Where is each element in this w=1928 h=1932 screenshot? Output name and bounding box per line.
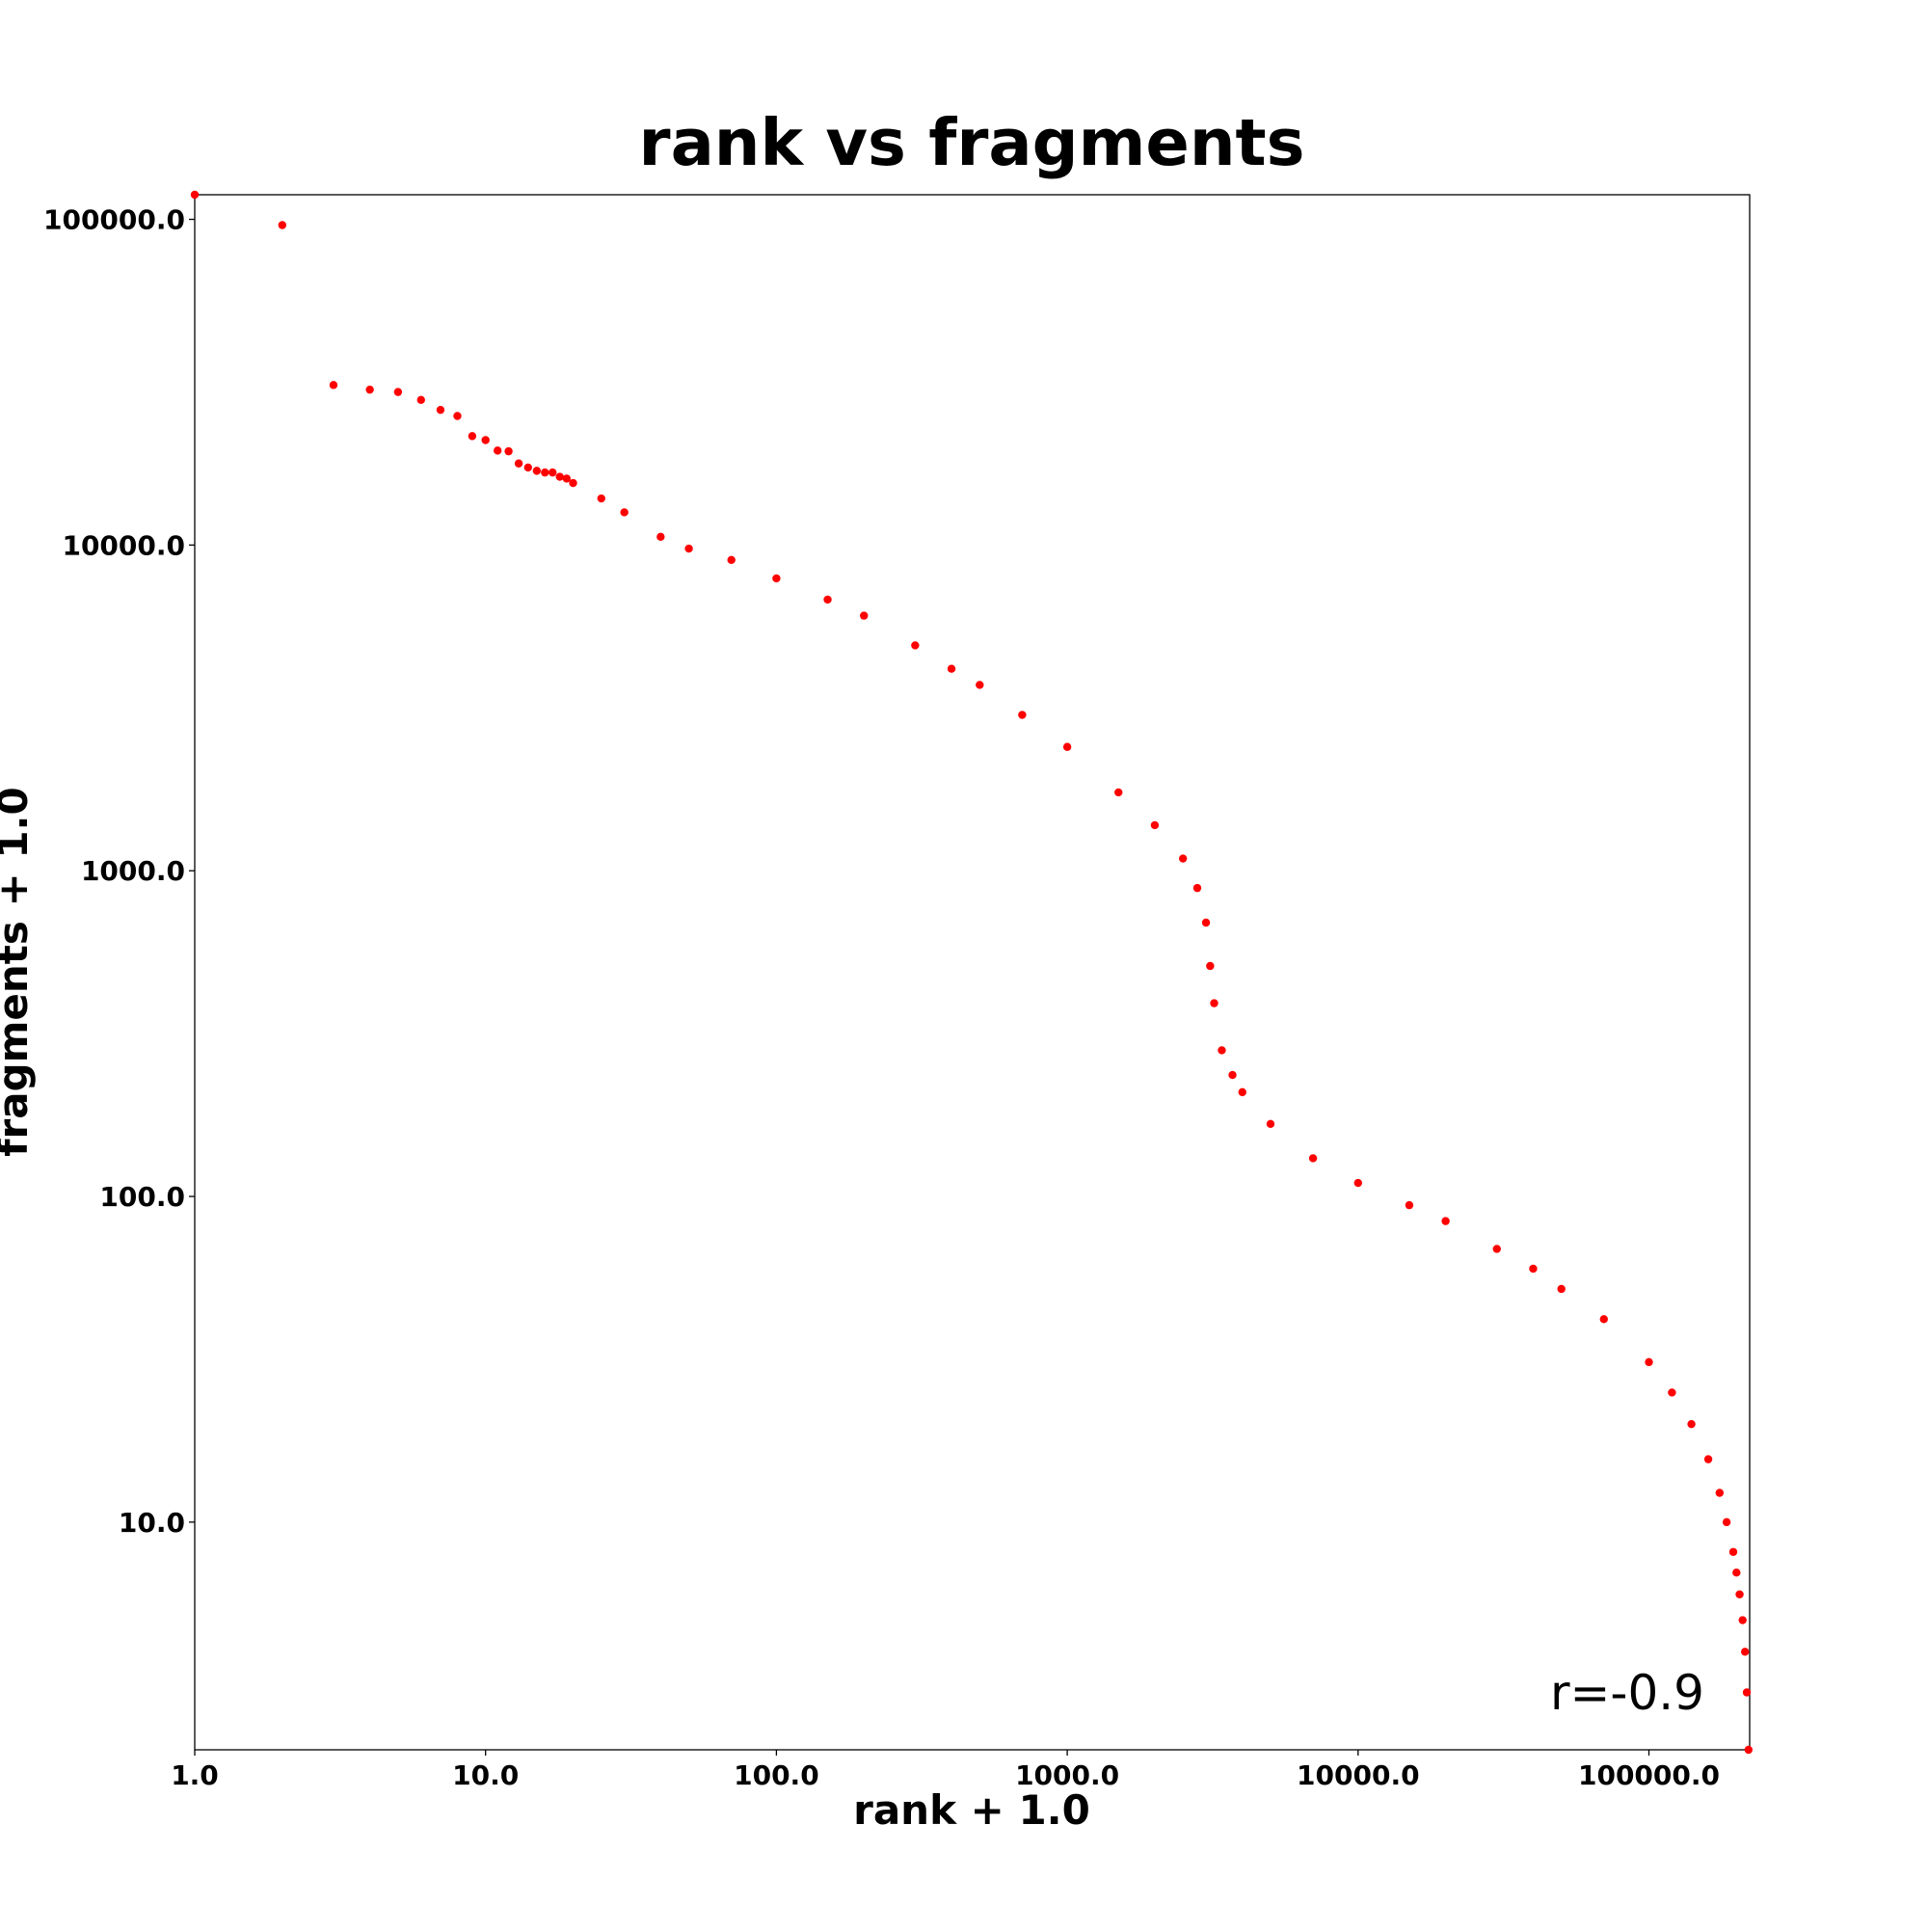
point [190, 190, 200, 200]
point [1206, 961, 1215, 971]
point [1192, 883, 1202, 893]
point [1218, 1046, 1226, 1055]
point [1018, 711, 1027, 719]
x-tick-label: 100000.0 [1578, 1759, 1720, 1791]
point [523, 463, 532, 472]
point [569, 478, 577, 488]
point [1599, 1315, 1608, 1324]
point [329, 381, 338, 389]
point [1738, 1616, 1747, 1624]
point [1228, 1070, 1237, 1080]
chart-title: rank vs fragments [639, 105, 1305, 180]
point [493, 446, 502, 455]
point [1557, 1284, 1566, 1294]
point [393, 388, 403, 396]
point [1266, 1119, 1275, 1128]
point [365, 385, 374, 394]
point [727, 555, 736, 565]
plot-frame [194, 194, 1751, 1751]
point [1353, 1178, 1363, 1188]
point [416, 395, 425, 405]
point [1405, 1200, 1414, 1210]
point [620, 508, 629, 517]
point [1150, 820, 1160, 830]
x-tick-label: 10.0 [452, 1759, 519, 1791]
x-tick-label: 1000.0 [1015, 1759, 1119, 1791]
point [514, 459, 523, 468]
point [541, 468, 549, 477]
point [1178, 854, 1188, 863]
point [772, 574, 781, 583]
point [1715, 1489, 1725, 1497]
point [1441, 1217, 1450, 1225]
point [1668, 1388, 1676, 1397]
point [1201, 918, 1211, 927]
x-axis-label: rank + 1.0 [853, 1786, 1090, 1834]
point [911, 641, 920, 650]
y-tick-label: 1000.0 [81, 855, 185, 887]
point [1722, 1517, 1731, 1527]
y-tick-label: 100.0 [99, 1181, 185, 1213]
point [823, 595, 832, 604]
point [947, 664, 956, 673]
x-tick-label: 10000.0 [1297, 1759, 1420, 1791]
point [1740, 1648, 1750, 1656]
y-tick-label: 10000.0 [62, 529, 185, 561]
point [1210, 999, 1218, 1007]
point [278, 221, 287, 229]
y-tick-label: 10.0 [119, 1507, 185, 1539]
point [656, 532, 665, 542]
point [1062, 742, 1072, 751]
point [549, 468, 557, 477]
point [555, 472, 564, 481]
y-axis-label: fragments + 1.0 [0, 787, 37, 1156]
point [1728, 1547, 1738, 1556]
point [860, 611, 869, 620]
point [562, 474, 572, 483]
point [976, 681, 984, 689]
point [1744, 1745, 1754, 1755]
point [1735, 1590, 1744, 1599]
point [1492, 1245, 1501, 1253]
point [1238, 1087, 1246, 1097]
point [1732, 1568, 1741, 1577]
point [468, 432, 477, 441]
y-tick-label: 100000.0 [43, 204, 185, 236]
x-tick-label: 1.0 [171, 1759, 219, 1791]
point [1114, 788, 1123, 797]
x-tick-label: 100.0 [734, 1759, 819, 1791]
point [504, 446, 513, 456]
point [1742, 1688, 1752, 1697]
point [436, 405, 445, 415]
annotation: r=-0.9 [1550, 1665, 1704, 1721]
point [597, 494, 605, 503]
point [1687, 1419, 1696, 1429]
point [1308, 1154, 1318, 1163]
point [684, 544, 693, 553]
point [453, 412, 462, 420]
point [1645, 1357, 1653, 1367]
point [481, 436, 490, 444]
point [532, 467, 542, 475]
point [1529, 1264, 1538, 1274]
point [1703, 1455, 1713, 1463]
